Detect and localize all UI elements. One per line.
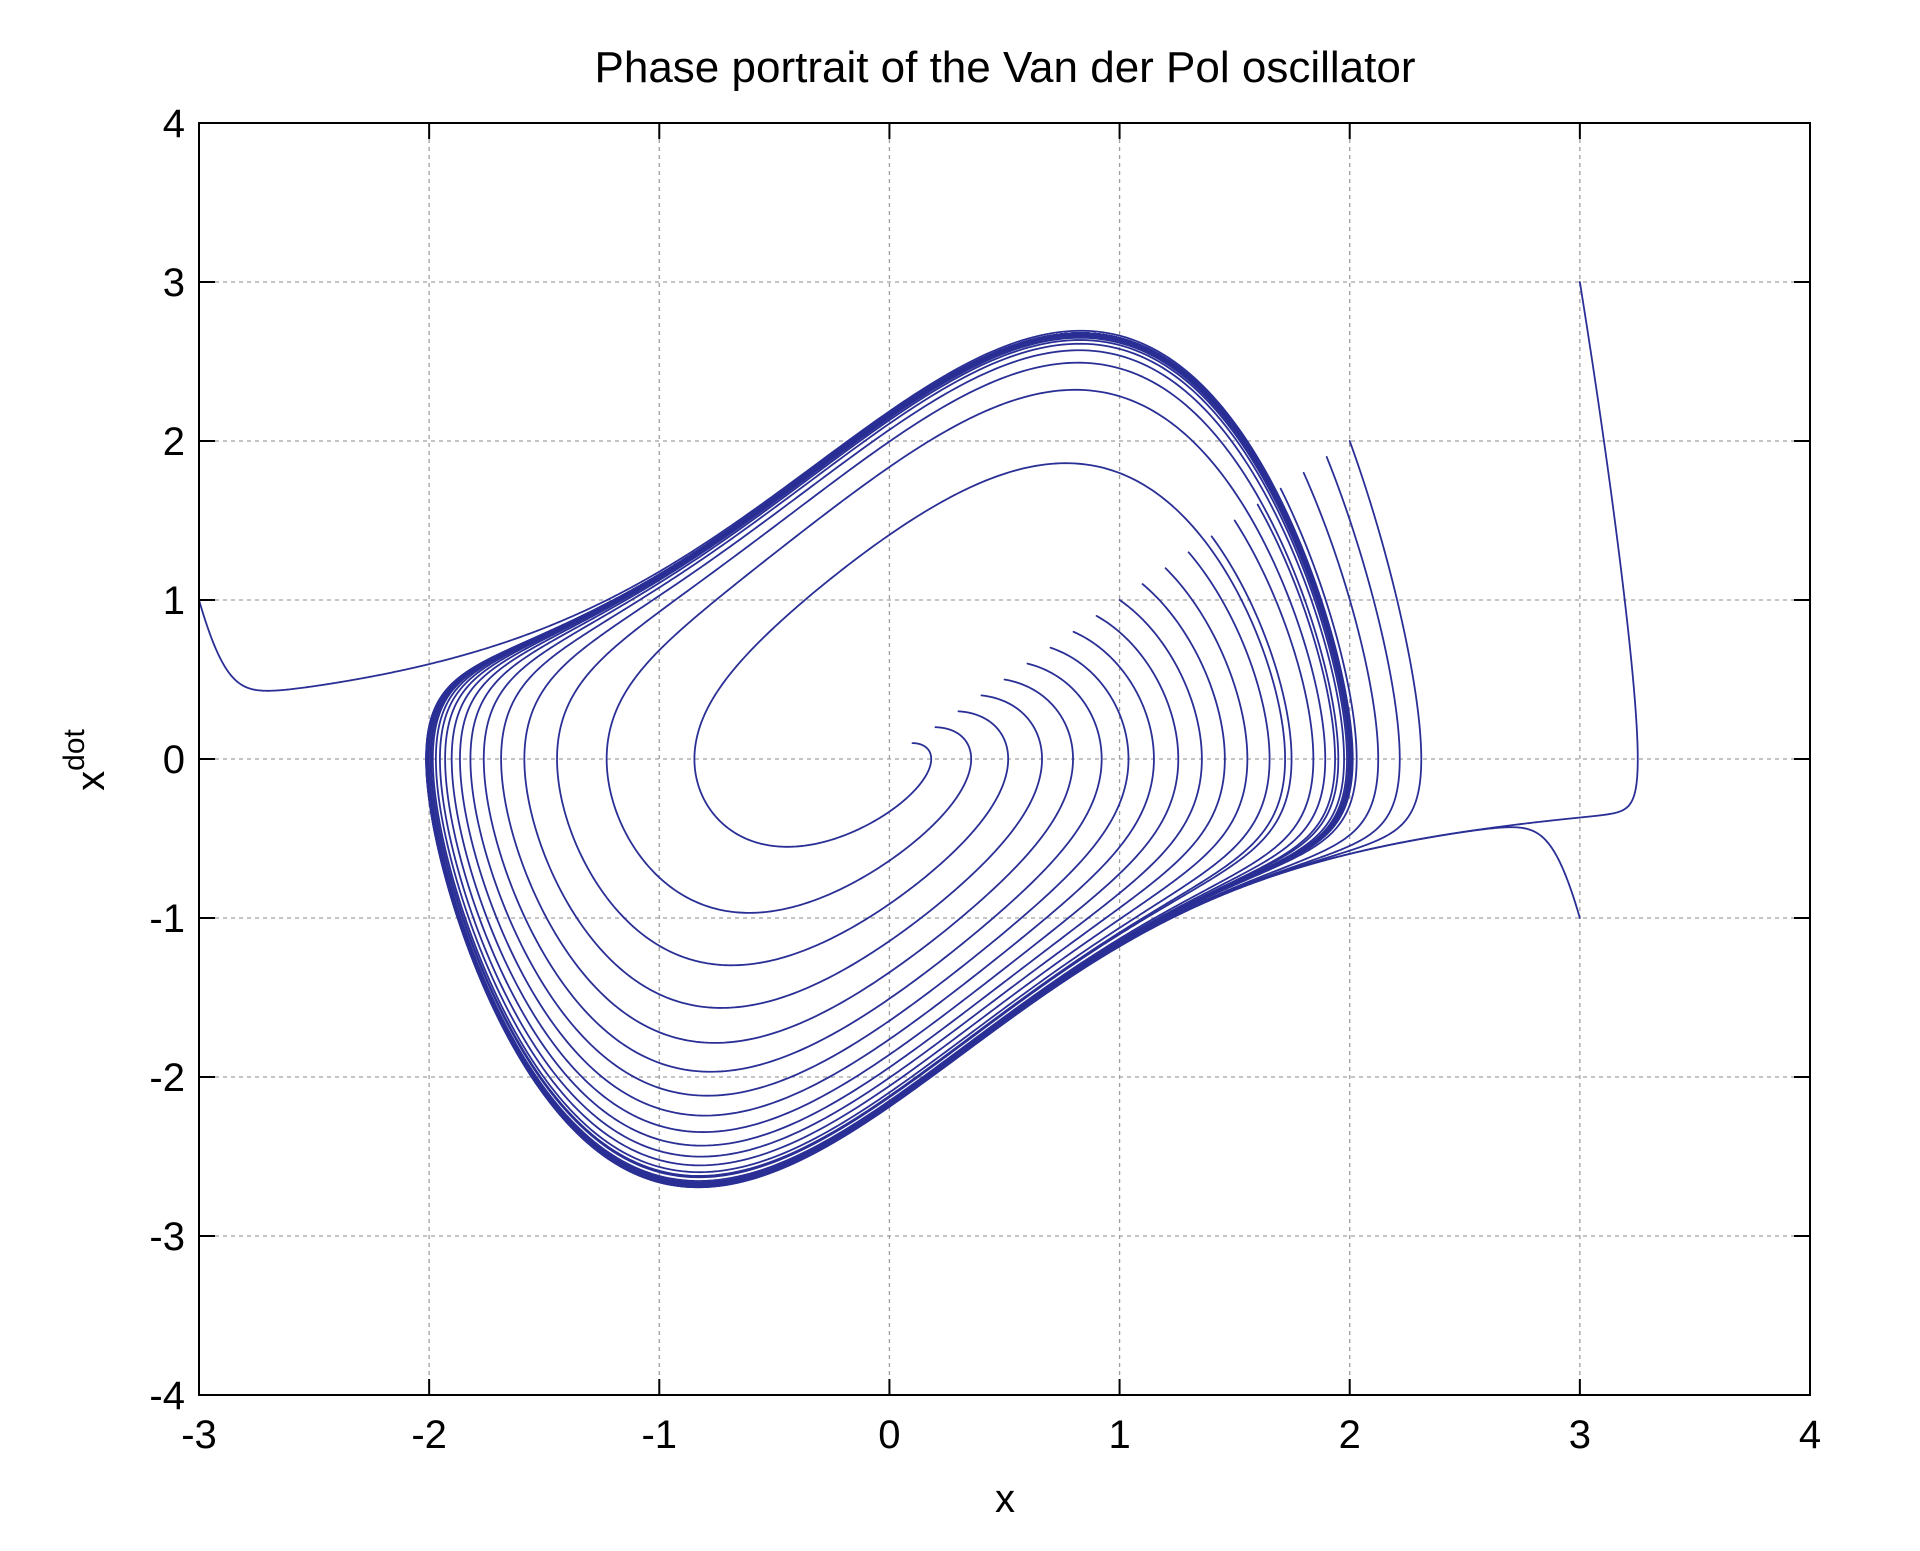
y-tick-label: 2: [163, 420, 185, 464]
trajectory-23: [425, 332, 1423, 1188]
y-tick-labels: -4 -3 -2 -1 0 1 2 3 4: [149, 102, 185, 1418]
x-tick-label: 3: [1569, 1413, 1591, 1457]
y-tick-label: -3: [149, 1215, 185, 1259]
y-axis-label: xdot: [58, 728, 113, 790]
x-axis-label: x: [995, 1477, 1015, 1521]
y-tick-label: 4: [163, 102, 185, 146]
y-tick-label: 1: [163, 579, 185, 623]
y-tick-label: 0: [163, 738, 185, 782]
x-tick-labels: -3 -2 -1 0 1 2 3 4: [181, 1413, 1821, 1457]
y-tick-label: -2: [149, 1056, 185, 1100]
chart-title: Phase portrait of the Van der Pol oscill…: [595, 43, 1416, 92]
x-tick-label: 0: [878, 1413, 900, 1457]
trajectories: [198, 281, 1639, 1189]
y-axis-label-superscript: dot: [58, 728, 91, 770]
tick-marks: [198, 122, 1811, 1396]
y-tick-label: -4: [149, 1374, 185, 1418]
x-tick-label: 1: [1108, 1413, 1130, 1457]
y-axis-label-base: x: [69, 771, 113, 791]
x-tick-label: -3: [181, 1413, 217, 1457]
y-tick-label: 3: [163, 261, 185, 305]
x-tick-label: 2: [1339, 1413, 1361, 1457]
svg-text:xdot: xdot: [58, 728, 113, 790]
x-tick-label: -2: [411, 1413, 447, 1457]
x-tick-label: 4: [1799, 1413, 1821, 1457]
y-tick-label: -1: [149, 897, 185, 941]
x-tick-label: -1: [641, 1413, 677, 1457]
